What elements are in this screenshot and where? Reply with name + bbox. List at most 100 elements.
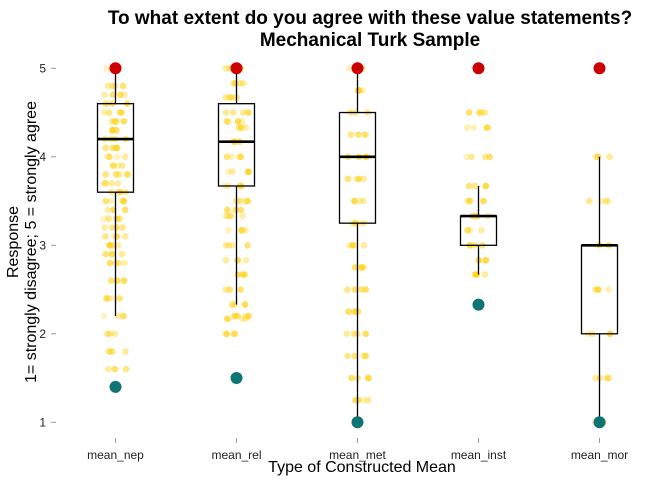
data-point bbox=[113, 144, 121, 152]
data-point bbox=[108, 250, 116, 258]
data-point bbox=[104, 365, 112, 373]
data-point bbox=[242, 312, 249, 320]
min-marker bbox=[109, 380, 122, 393]
data-point bbox=[465, 109, 473, 116]
data-point bbox=[234, 312, 241, 320]
data-point bbox=[350, 330, 358, 338]
data-point bbox=[230, 80, 238, 87]
y-tick-label: 4 bbox=[39, 150, 46, 164]
data-point bbox=[113, 277, 121, 284]
data-point bbox=[365, 374, 372, 382]
data-point bbox=[222, 241, 230, 249]
data-point bbox=[102, 180, 109, 187]
data-point bbox=[238, 271, 246, 278]
data-point bbox=[477, 226, 485, 234]
data-point bbox=[114, 180, 122, 187]
data-point bbox=[103, 64, 111, 72]
data-point bbox=[358, 264, 366, 271]
data-point bbox=[241, 301, 249, 308]
box-group-mean_nep bbox=[96, 62, 135, 393]
box-iqr bbox=[96, 103, 135, 193]
data-point bbox=[481, 109, 489, 116]
data-point bbox=[110, 295, 118, 302]
data-point bbox=[222, 257, 230, 264]
data-point bbox=[113, 126, 120, 134]
data-point bbox=[351, 286, 359, 293]
data-point bbox=[242, 226, 250, 234]
data-point bbox=[345, 308, 352, 315]
data-point bbox=[225, 168, 232, 176]
data-point bbox=[102, 171, 109, 178]
data-point bbox=[224, 226, 232, 234]
data-point bbox=[121, 153, 129, 161]
data-point bbox=[104, 206, 112, 214]
data-point bbox=[345, 241, 353, 249]
data-point bbox=[121, 233, 129, 240]
data-point bbox=[225, 315, 232, 323]
data-point bbox=[114, 153, 121, 161]
data-point bbox=[239, 226, 246, 234]
max-marker bbox=[593, 62, 606, 75]
data-point bbox=[114, 162, 122, 169]
data-point bbox=[229, 301, 237, 308]
data-point bbox=[604, 374, 611, 382]
data-point bbox=[101, 180, 108, 187]
data-point bbox=[104, 330, 111, 338]
data-point bbox=[343, 330, 351, 338]
data-point bbox=[482, 182, 490, 190]
plot-area bbox=[96, 62, 619, 429]
data-point bbox=[109, 82, 116, 90]
data-point bbox=[109, 162, 117, 169]
data-point bbox=[222, 109, 230, 116]
data-point bbox=[121, 259, 128, 267]
data-point bbox=[117, 91, 124, 99]
data-point bbox=[362, 330, 370, 338]
data-point bbox=[237, 206, 245, 214]
max-marker bbox=[351, 62, 364, 75]
data-point bbox=[227, 94, 235, 101]
data-point bbox=[102, 250, 110, 258]
data-point bbox=[465, 182, 473, 190]
data-point bbox=[223, 118, 231, 125]
data-point bbox=[604, 197, 612, 205]
data-point bbox=[245, 109, 252, 116]
box-group-mean_mor bbox=[580, 62, 619, 429]
data-point bbox=[229, 168, 236, 176]
data-point bbox=[230, 330, 238, 338]
data-point bbox=[346, 64, 353, 72]
data-point bbox=[107, 330, 115, 338]
max-marker bbox=[472, 62, 485, 75]
data-point bbox=[106, 259, 114, 267]
x-tick-label: mean_inst bbox=[451, 448, 507, 462]
data-point bbox=[359, 396, 367, 404]
data-point bbox=[111, 330, 119, 338]
data-point bbox=[224, 206, 231, 214]
data-point bbox=[108, 250, 116, 258]
data-point bbox=[107, 277, 115, 284]
data-point bbox=[351, 197, 358, 205]
min-marker bbox=[230, 372, 243, 385]
data-point bbox=[244, 241, 251, 249]
data-point bbox=[120, 118, 128, 125]
data-point bbox=[103, 295, 110, 302]
data-point bbox=[222, 330, 229, 338]
y-tick-label: 3 bbox=[39, 238, 46, 252]
data-point bbox=[481, 271, 489, 278]
data-point bbox=[238, 226, 245, 234]
y-axis-title-line1: Response bbox=[5, 206, 22, 278]
data-point bbox=[602, 197, 610, 205]
data-point bbox=[360, 175, 368, 183]
data-point bbox=[102, 197, 110, 205]
data-point bbox=[344, 352, 351, 360]
data-point bbox=[101, 91, 108, 99]
data-point bbox=[363, 131, 370, 138]
data-point bbox=[464, 226, 472, 234]
y-tick-label: 2 bbox=[39, 327, 46, 341]
data-point bbox=[102, 233, 109, 240]
data-point bbox=[242, 124, 250, 131]
data-point bbox=[471, 182, 479, 190]
data-point bbox=[228, 301, 236, 308]
box-iqr bbox=[338, 111, 377, 224]
data-point bbox=[241, 271, 248, 278]
data-point bbox=[109, 241, 117, 249]
